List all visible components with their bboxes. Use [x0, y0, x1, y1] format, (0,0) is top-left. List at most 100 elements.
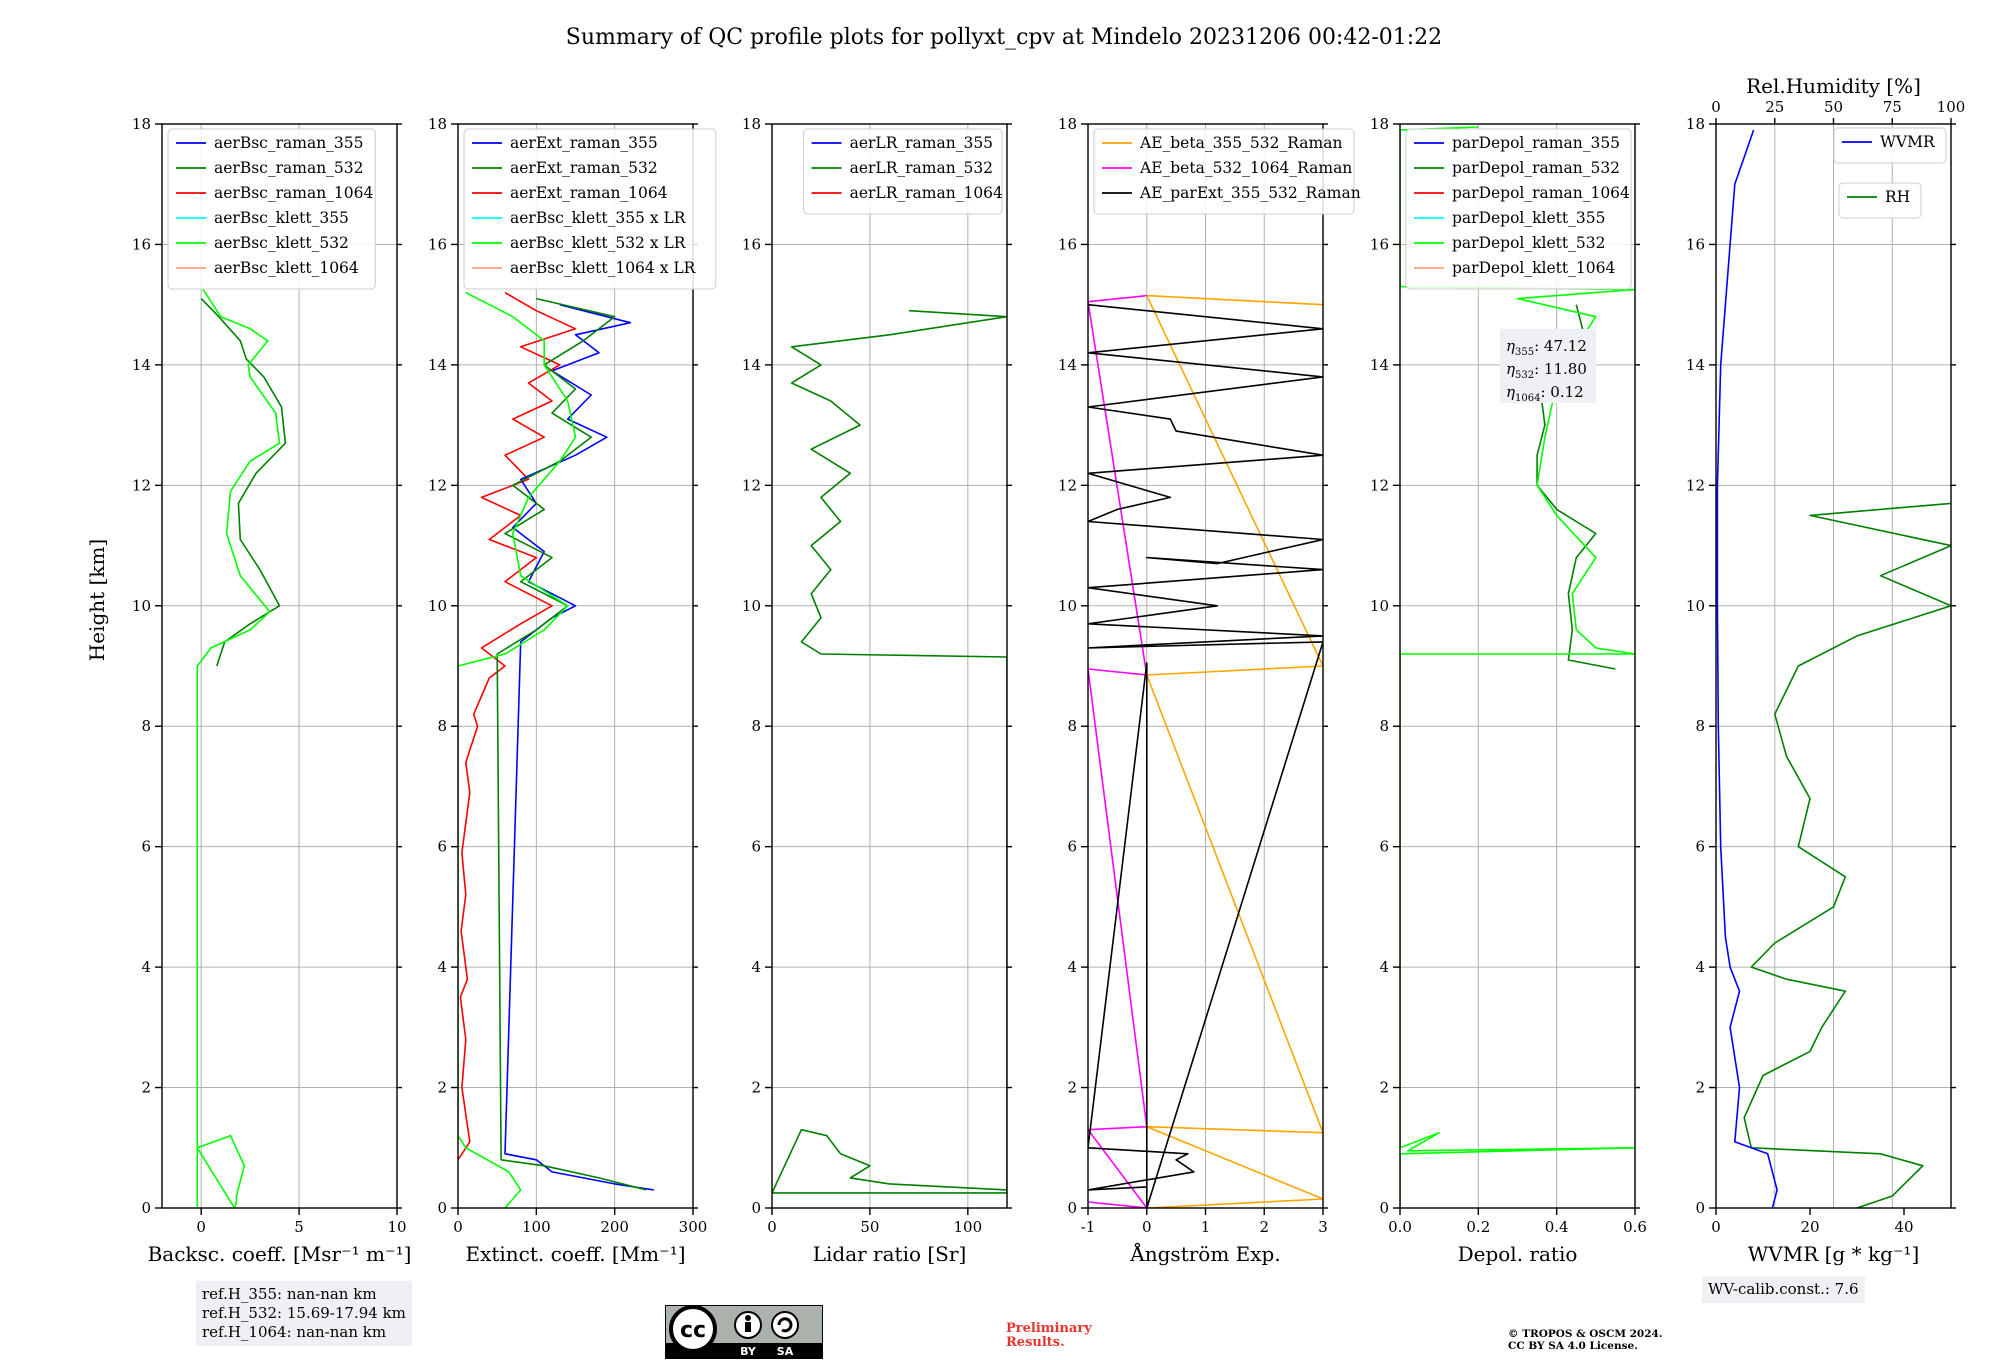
x-tick-label: 0: [767, 1218, 777, 1236]
x-tick-label: -1: [1081, 1218, 1096, 1236]
y-tick-label: 18: [132, 115, 151, 133]
y-tick-label: 18: [428, 115, 447, 133]
series-aerExt_raman_355: [504, 303, 654, 1191]
x-axis-label: Extinct. coeff. [Mm⁻¹]: [465, 1242, 685, 1266]
legend-frame: [803, 128, 1003, 215]
axes-frame: [1399, 123, 1636, 1209]
series-WVMR: [1716, 129, 1778, 1208]
x-tick-label: 0.6: [1623, 1218, 1647, 1236]
y-tick-label: 8: [437, 717, 447, 735]
y-tick-label: 14: [742, 356, 761, 374]
ref-h-355: ref.H_355: nan-nan km: [202, 1285, 377, 1303]
y-tick-label: 4: [751, 958, 761, 976]
panel-lidar-ratio: 0 2 4 6 8 10 12 14 16 18 0 50 100 Lidar ratio [Sr] aer…: [742, 115, 1012, 1266]
legend-label: aerBsc_klett_355 x LR: [510, 209, 687, 227]
top-x-tick-label: 100: [1937, 98, 1966, 116]
legend-label: aerBsc_raman_532: [214, 159, 364, 177]
wv-calibration-constant: WV-calib.const.: 7.6: [1708, 1280, 1859, 1298]
legend-frame: [1838, 182, 1922, 219]
y-tick-label: 8: [1695, 717, 1705, 735]
legend-frame: [167, 128, 376, 290]
y-tick-label: 8: [751, 717, 761, 735]
legend-label: AE_parExt_355_532_Raman: [1139, 184, 1361, 202]
y-tick-label: 16: [1058, 235, 1077, 253]
legend-label: RH: [1885, 188, 1910, 206]
series-aerBsc_klett_532 x LR: [458, 291, 577, 1208]
legend-label: parDepol_raman_1064: [1452, 184, 1630, 202]
copyright-line-1: © TROPOS & OSCM 2024.: [1508, 1328, 1663, 1340]
legend-label: AE_beta_355_532_Raman: [1139, 134, 1342, 152]
y-tick-label: 12: [742, 476, 761, 494]
x-tick-label: 3: [1318, 1218, 1328, 1236]
legend-rh: RH: [1838, 182, 1922, 219]
y-tick-label: 4: [1695, 958, 1705, 976]
legend: aerExt_raman_355 aerExt_raman_532 aerExt_r…: [463, 128, 717, 290]
eta-annotation-box: [1500, 329, 1596, 403]
x-tick-label: 50: [860, 1218, 879, 1236]
x-tick-label: 0: [196, 1218, 206, 1236]
y-tick-label: 4: [141, 958, 151, 976]
x-tick-label: 0: [1142, 1218, 1152, 1236]
x-axis-label: Depol. ratio: [1458, 1242, 1578, 1266]
y-tick-label: 18: [1058, 115, 1077, 133]
wv-calibration-box: WV-calib.const.: 7.6: [1702, 1276, 1865, 1303]
panel-extinction: 0 2 4 6 8 10 12 14 16 18 0 100 200 300 Extinct. coeff.…: [428, 115, 717, 1266]
y-tick-label: 6: [1695, 838, 1705, 856]
y-tick-label: 6: [1067, 838, 1077, 856]
panel-backscatter: 0 2 4 6 8 10 12 14 16 18 0 5 10 Backsc. coeff. [Msr⁻¹…: [132, 115, 411, 1266]
y-tick-label: 12: [1370, 476, 1389, 494]
y-tick-label: 12: [428, 476, 447, 494]
y-tick-label: 4: [437, 958, 447, 976]
y-tick-label: 0: [1067, 1199, 1077, 1217]
y-tick-label: 0: [437, 1199, 447, 1217]
y-tick-label: 14: [1058, 356, 1077, 374]
y-tick-label: 2: [1067, 1079, 1077, 1097]
legend-label: aerExt_raman_1064: [510, 184, 668, 202]
preliminary-results-label: Preliminary Results.: [1006, 1322, 1092, 1350]
svg-text:BY: BY: [740, 1345, 757, 1358]
legend-label: aerExt_raman_532: [510, 159, 658, 177]
panel-depol: 0 2 4 6 8 10 12 14 16 18 0.0 0.2 0.4 0.6 Depol. ratio p…: [1370, 115, 1647, 1266]
x-tick-label: 0: [1711, 1218, 1721, 1236]
x-tick-label: 2: [1259, 1218, 1269, 1236]
y-tick-label: 0: [751, 1199, 761, 1217]
y-tick-label: 16: [1686, 235, 1705, 253]
x-tick-label: 300: [679, 1218, 708, 1236]
svg-text:SA: SA: [777, 1345, 794, 1358]
x-tick-label: 0.0: [1388, 1218, 1412, 1236]
x-tick-label: 40: [1894, 1218, 1913, 1236]
y-tick-label: 6: [751, 838, 761, 856]
legend-frame: [463, 128, 717, 290]
y-tick-label: 6: [141, 838, 151, 856]
series-AE_parExt_355_532_Raman: [1088, 303, 1323, 1208]
share-alike-icon: [771, 1311, 799, 1339]
y-tick-label: 12: [132, 476, 151, 494]
y-tick-label: 16: [742, 235, 761, 253]
legend-wvmr: WVMR: [1833, 127, 1947, 164]
axes-frame: [161, 123, 398, 1209]
y-tick-label: 10: [742, 597, 761, 615]
y-tick-label: 14: [1370, 356, 1389, 374]
legend-label: WVMR: [1880, 133, 1936, 151]
legend-label: aerLR_raman_532: [850, 159, 993, 177]
panel-water-vapor: 0 2 4 6 8 10 12 14 16 18 0 20 40 WVMR [g * kg⁻¹] 0 25 50…: [1686, 74, 1965, 1266]
x-tick-label: 0: [453, 1218, 463, 1236]
series-AE_beta_532_1064_Raman: [1088, 294, 1148, 1208]
preliminary-line-1: Preliminary: [1006, 1321, 1092, 1336]
top-x-tick-label: 0: [1711, 98, 1721, 116]
reference-height-box: ref.H_355: nan-nan km ref.H_532: 15.69-1…: [196, 1281, 412, 1346]
legend-label: aerBsc_raman_1064: [214, 184, 374, 202]
y-tick-label: 8: [1379, 717, 1389, 735]
legend-frame: [1833, 127, 1947, 164]
x-axis-label: Ångström Exp.: [1129, 1241, 1280, 1266]
x-tick-label: 100: [522, 1218, 551, 1236]
x-tick-label: 1: [1201, 1218, 1211, 1236]
cc-license-badge: cc BY SA: [665, 1305, 823, 1359]
legend-label: aerBsc_raman_355: [214, 134, 364, 152]
x-axis-label: Lidar ratio [Sr]: [813, 1242, 967, 1266]
axes-frame: [771, 123, 1008, 1209]
ref-h-532: ref.H_532: 15.69-17.94 km: [202, 1304, 406, 1322]
y-tick-label: 2: [437, 1079, 447, 1097]
